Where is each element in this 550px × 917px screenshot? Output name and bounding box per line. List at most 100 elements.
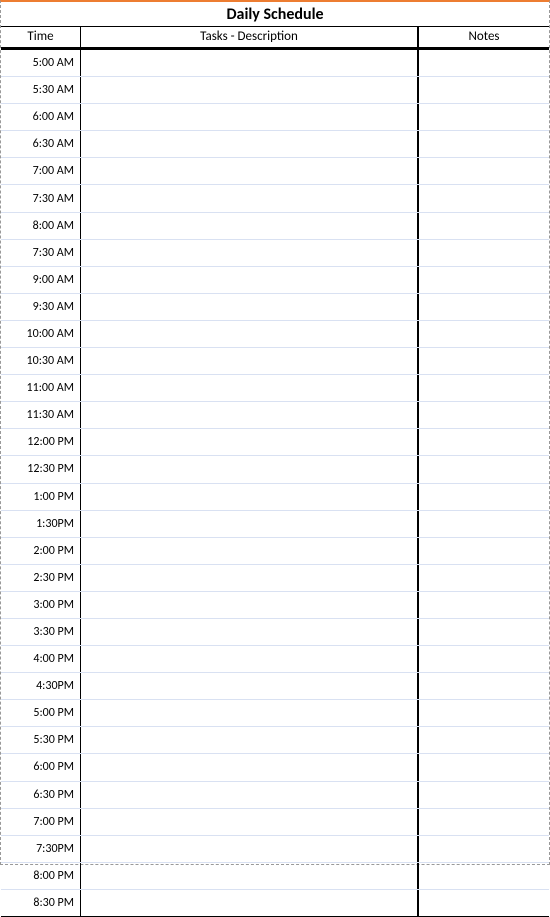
notes-cell[interactable] xyxy=(419,429,549,455)
schedule-row: 3:30 PM xyxy=(1,619,549,646)
schedule-row: 10:00 AM xyxy=(1,321,549,348)
schedule-row: 5:00 PM xyxy=(1,700,549,727)
notes-cell[interactable] xyxy=(419,131,549,157)
tasks-cell[interactable] xyxy=(81,402,419,428)
tasks-cell[interactable] xyxy=(81,619,419,645)
sheet-title: Daily Schedule xyxy=(1,2,549,27)
time-cell: 4:00 PM xyxy=(1,646,81,672)
notes-cell[interactable] xyxy=(419,673,549,699)
schedule-row: 5:30 PM xyxy=(1,727,549,754)
notes-cell[interactable] xyxy=(419,863,549,889)
schedule-row: 5:30 AM xyxy=(1,77,549,104)
schedule-row: 8:30 PM xyxy=(1,890,549,917)
tasks-cell[interactable] xyxy=(81,456,419,482)
notes-cell[interactable] xyxy=(419,50,549,76)
notes-cell[interactable] xyxy=(419,782,549,808)
notes-cell[interactable] xyxy=(419,213,549,239)
notes-cell[interactable] xyxy=(419,538,549,564)
tasks-cell[interactable] xyxy=(81,863,419,889)
schedule-row: 7:30 AM xyxy=(1,240,549,267)
time-cell: 6:00 PM xyxy=(1,754,81,780)
tasks-cell[interactable] xyxy=(81,158,419,184)
schedule-row: 3:00 PM xyxy=(1,592,549,619)
tasks-cell[interactable] xyxy=(81,565,419,591)
tasks-cell[interactable] xyxy=(81,727,419,753)
time-cell: 6:00 AM xyxy=(1,104,81,130)
notes-cell[interactable] xyxy=(419,267,549,293)
tasks-cell[interactable] xyxy=(81,890,419,916)
tasks-cell[interactable] xyxy=(81,294,419,320)
notes-cell[interactable] xyxy=(419,456,549,482)
notes-cell[interactable] xyxy=(419,402,549,428)
tasks-cell[interactable] xyxy=(81,782,419,808)
time-cell: 1:00 PM xyxy=(1,484,81,510)
schedule-row: 8:00 PM xyxy=(1,863,549,890)
notes-cell[interactable] xyxy=(419,484,549,510)
time-cell: 5:30 AM xyxy=(1,77,81,103)
column-header-row: Time Tasks - Description Notes xyxy=(1,27,549,50)
time-cell: 2:00 PM xyxy=(1,538,81,564)
tasks-cell[interactable] xyxy=(81,673,419,699)
tasks-cell[interactable] xyxy=(81,185,419,211)
tasks-cell[interactable] xyxy=(81,104,419,130)
tasks-cell[interactable] xyxy=(81,592,419,618)
notes-cell[interactable] xyxy=(419,77,549,103)
notes-cell[interactable] xyxy=(419,185,549,211)
notes-cell[interactable] xyxy=(419,565,549,591)
time-cell: 9:00 AM xyxy=(1,267,81,293)
tasks-cell[interactable] xyxy=(81,213,419,239)
time-cell: 7:30 AM xyxy=(1,185,81,211)
time-cell: 12:30 PM xyxy=(1,456,81,482)
tasks-cell[interactable] xyxy=(81,700,419,726)
notes-cell[interactable] xyxy=(419,700,549,726)
time-cell: 8:00 AM xyxy=(1,213,81,239)
notes-cell[interactable] xyxy=(419,619,549,645)
notes-cell[interactable] xyxy=(419,646,549,672)
notes-cell[interactable] xyxy=(419,727,549,753)
notes-cell[interactable] xyxy=(419,511,549,537)
time-cell: 11:30 AM xyxy=(1,402,81,428)
notes-cell[interactable] xyxy=(419,754,549,780)
notes-cell[interactable] xyxy=(419,890,549,916)
notes-cell[interactable] xyxy=(419,592,549,618)
tasks-cell[interactable] xyxy=(81,131,419,157)
time-cell: 10:30 AM xyxy=(1,348,81,374)
tasks-cell[interactable] xyxy=(81,429,419,455)
tasks-cell[interactable] xyxy=(81,754,419,780)
tasks-cell[interactable] xyxy=(81,511,419,537)
time-cell: 10:00 AM xyxy=(1,321,81,347)
tasks-cell[interactable] xyxy=(81,267,419,293)
notes-cell[interactable] xyxy=(419,321,549,347)
schedule-row: 6:30 PM xyxy=(1,782,549,809)
tasks-cell[interactable] xyxy=(81,77,419,103)
notes-cell[interactable] xyxy=(419,158,549,184)
time-cell: 6:30 AM xyxy=(1,131,81,157)
schedule-row: 4:00 PM xyxy=(1,646,549,673)
tasks-cell[interactable] xyxy=(81,240,419,266)
notes-cell[interactable] xyxy=(419,809,549,835)
schedule-row: 6:00 PM xyxy=(1,754,549,781)
tasks-cell[interactable] xyxy=(81,809,419,835)
notes-cell[interactable] xyxy=(419,836,549,862)
notes-cell[interactable] xyxy=(419,375,549,401)
time-cell: 3:30 PM xyxy=(1,619,81,645)
tasks-cell[interactable] xyxy=(81,646,419,672)
tasks-cell[interactable] xyxy=(81,484,419,510)
schedule-row: 2:00 PM xyxy=(1,538,549,565)
notes-cell[interactable] xyxy=(419,240,549,266)
tasks-cell[interactable] xyxy=(81,50,419,76)
notes-cell[interactable] xyxy=(419,104,549,130)
column-header-time: Time xyxy=(1,27,81,47)
tasks-cell[interactable] xyxy=(81,538,419,564)
tasks-cell[interactable] xyxy=(81,348,419,374)
schedule-row: 8:00 AM xyxy=(1,213,549,240)
tasks-cell[interactable] xyxy=(81,375,419,401)
schedule-row: 9:30 AM xyxy=(1,294,549,321)
schedule-row: 2:30 PM xyxy=(1,565,549,592)
notes-cell[interactable] xyxy=(419,348,549,374)
tasks-cell[interactable] xyxy=(81,836,419,862)
tasks-cell[interactable] xyxy=(81,321,419,347)
time-cell: 9:30 AM xyxy=(1,294,81,320)
notes-cell[interactable] xyxy=(419,294,549,320)
schedule-row: 7:30 AM xyxy=(1,185,549,212)
